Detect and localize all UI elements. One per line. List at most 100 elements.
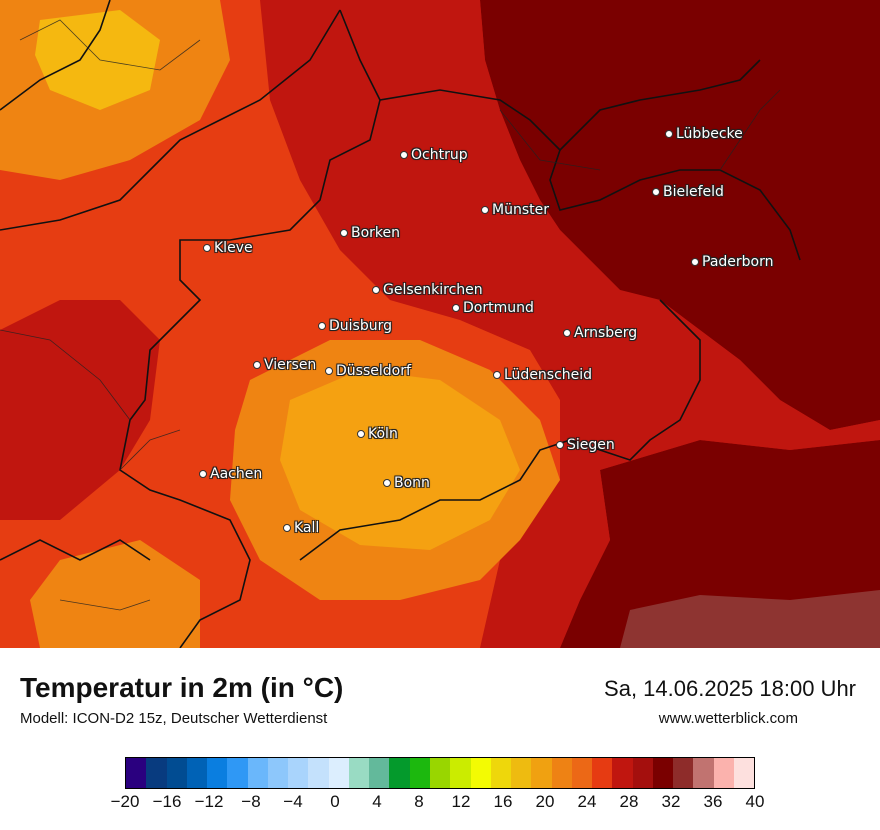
model-source: Modell: ICON-D2 15z, Deutscher Wetterdie… [20, 710, 328, 727]
city-marker[interactable]: Ochtrup [400, 147, 468, 163]
city-dot-icon [199, 470, 207, 478]
city-marker[interactable]: Kall [283, 520, 319, 536]
city-marker[interactable]: Dortmund [452, 300, 534, 316]
city-dot-icon [481, 206, 489, 214]
color-swatch [247, 758, 268, 788]
color-scale-bar [125, 757, 755, 789]
color-swatch [551, 758, 572, 788]
color-swatch [693, 758, 714, 788]
city-label: Köln [368, 426, 398, 442]
color-swatch [673, 758, 694, 788]
scale-tick-label: 28 [619, 792, 639, 811]
scale-tick-label: −8 [241, 792, 261, 811]
city-label: Aachen [210, 466, 263, 482]
map-title: Temperatur in 2m (in °C) [20, 672, 344, 703]
city-marker[interactable]: Köln [357, 426, 398, 442]
color-swatch [186, 758, 208, 788]
city-label: Viersen [264, 357, 317, 373]
color-swatch [632, 758, 653, 788]
color-swatch [409, 758, 430, 788]
city-label: Dortmund [463, 300, 534, 316]
city-dot-icon [203, 244, 211, 252]
city-label: Ochtrup [411, 147, 468, 163]
district-borders [0, 19, 781, 611]
maroon-region [480, 0, 880, 430]
city-dot-icon [383, 479, 391, 487]
color-swatch [328, 758, 349, 788]
city-marker[interactable]: Duisburg [318, 318, 392, 334]
temperature-map[interactable]: Ochtrup Lübbecke Bielefeld Münster Borke… [0, 0, 880, 648]
scale-tick-label: −20 [110, 792, 140, 811]
red-pocket-west [0, 300, 160, 520]
scale-tick-label: 20 [535, 792, 555, 811]
city-marker[interactable]: Lüdenscheid [493, 367, 592, 383]
city-label: Kall [294, 520, 320, 536]
website-link[interactable]: www.wetterblick.com [658, 710, 798, 727]
color-swatch [126, 758, 147, 788]
city-label: Düsseldorf [336, 363, 411, 379]
city-marker[interactable]: Bielefeld [652, 184, 724, 200]
brown-region [620, 590, 880, 648]
city-dot-icon [563, 329, 571, 337]
city-dot-icon [318, 322, 326, 330]
city-marker[interactable]: Siegen [556, 437, 615, 453]
color-swatch [490, 758, 512, 788]
city-dot-icon [556, 441, 564, 449]
city-label: Münster [492, 202, 549, 218]
scale-tick-label: 8 [414, 792, 424, 811]
color-swatch [227, 758, 248, 788]
city-label: Kleve [214, 240, 253, 256]
city-marker[interactable]: Viersen [253, 357, 316, 373]
scale-tick-label: 16 [493, 792, 513, 811]
city-dot-icon [325, 367, 333, 375]
scale-tick-label: 12 [451, 792, 471, 811]
color-swatch [612, 758, 633, 788]
city-marker[interactable]: Borken [340, 225, 400, 241]
scale-tick-label: −4 [283, 792, 303, 811]
city-marker[interactable]: Kleve [203, 240, 253, 256]
color-swatch [348, 758, 370, 788]
city-dot-icon [452, 304, 460, 312]
color-swatch [429, 758, 451, 788]
city-marker[interactable]: Gelsenkirchen [372, 282, 483, 298]
city-label: Lübbecke [676, 126, 743, 142]
color-swatch [713, 758, 734, 788]
yellow-region-northwest [35, 10, 160, 110]
color-swatch [369, 758, 390, 788]
color-swatch [652, 758, 674, 788]
color-swatch [389, 758, 410, 788]
city-label: Arnsberg [574, 325, 638, 341]
color-swatch [470, 758, 491, 788]
city-marker[interactable]: Arnsberg [563, 325, 637, 341]
scale-tick-label: 32 [661, 792, 681, 811]
scale-tick-label: 0 [330, 792, 340, 811]
city-label: Paderborn [702, 254, 774, 270]
color-swatch [267, 758, 289, 788]
color-scale-legend [125, 757, 755, 789]
red-region [250, 0, 880, 648]
color-swatch [288, 758, 309, 788]
scale-tick-label: −12 [194, 792, 224, 811]
city-dot-icon [400, 151, 408, 159]
city-marker[interactable]: Münster [481, 202, 549, 218]
color-swatch [207, 758, 228, 788]
scale-tick-label: 36 [703, 792, 723, 811]
scale-tick-label: 40 [745, 792, 765, 811]
city-marker[interactable]: Lübbecke [665, 126, 743, 142]
city-label: Duisburg [329, 318, 392, 334]
city-marker[interactable]: Aachen [199, 466, 262, 482]
city-marker[interactable]: Bonn [383, 475, 430, 491]
city-label: Bielefeld [663, 184, 724, 200]
valid-time: Sa, 14.06.2025 18:00 Uhr [604, 676, 856, 701]
color-swatch [733, 758, 755, 788]
scale-tick-label: 24 [577, 792, 597, 811]
city-dot-icon [493, 371, 501, 379]
color-swatch [450, 758, 471, 788]
color-swatch [308, 758, 329, 788]
color-swatch [166, 758, 187, 788]
city-dot-icon [372, 286, 380, 294]
city-marker[interactable]: Paderborn [691, 254, 773, 270]
city-dot-icon [253, 361, 261, 369]
city-marker[interactable]: Düsseldorf [325, 363, 411, 379]
scale-tick-label: −16 [152, 792, 182, 811]
